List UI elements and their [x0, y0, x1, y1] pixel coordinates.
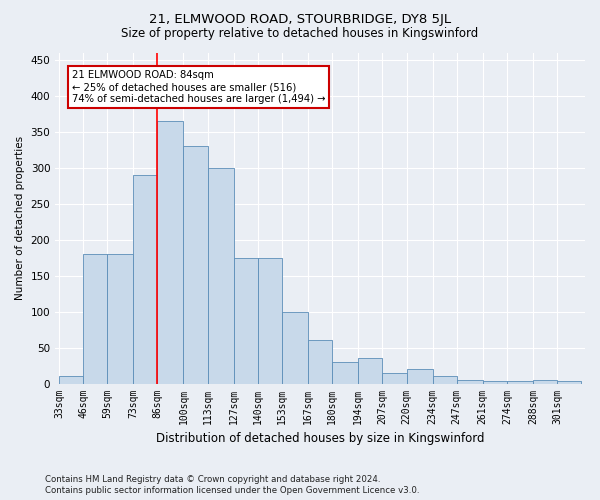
Bar: [382, 373, 407, 384]
Bar: [483, 382, 507, 384]
Text: Contains HM Land Registry data © Crown copyright and database right 2024.: Contains HM Land Registry data © Crown c…: [45, 475, 380, 484]
Text: Contains public sector information licensed under the Open Government Licence v3: Contains public sector information licen…: [45, 486, 419, 495]
Bar: [433, 376, 457, 384]
Bar: [59, 376, 83, 384]
Text: Size of property relative to detached houses in Kingswinford: Size of property relative to detached ho…: [121, 28, 479, 40]
Text: 21, ELMWOOD ROAD, STOURBRIDGE, DY8 5JL: 21, ELMWOOD ROAD, STOURBRIDGE, DY8 5JL: [149, 12, 451, 26]
Bar: [358, 358, 382, 384]
Y-axis label: Number of detached properties: Number of detached properties: [15, 136, 25, 300]
Bar: [208, 168, 233, 384]
Bar: [107, 254, 133, 384]
Bar: [533, 380, 557, 384]
Bar: [507, 382, 533, 384]
Bar: [157, 121, 184, 384]
Text: 21 ELMWOOD ROAD: 84sqm
← 25% of detached houses are smaller (516)
74% of semi-de: 21 ELMWOOD ROAD: 84sqm ← 25% of detached…: [72, 70, 325, 104]
Bar: [83, 254, 107, 384]
Bar: [457, 380, 483, 384]
Bar: [184, 146, 208, 384]
Bar: [258, 258, 282, 384]
Bar: [133, 175, 157, 384]
Bar: [233, 258, 258, 384]
Bar: [557, 382, 581, 384]
X-axis label: Distribution of detached houses by size in Kingswinford: Distribution of detached houses by size …: [156, 432, 484, 445]
Bar: [308, 340, 332, 384]
Bar: [332, 362, 358, 384]
Bar: [407, 369, 433, 384]
Bar: [282, 312, 308, 384]
